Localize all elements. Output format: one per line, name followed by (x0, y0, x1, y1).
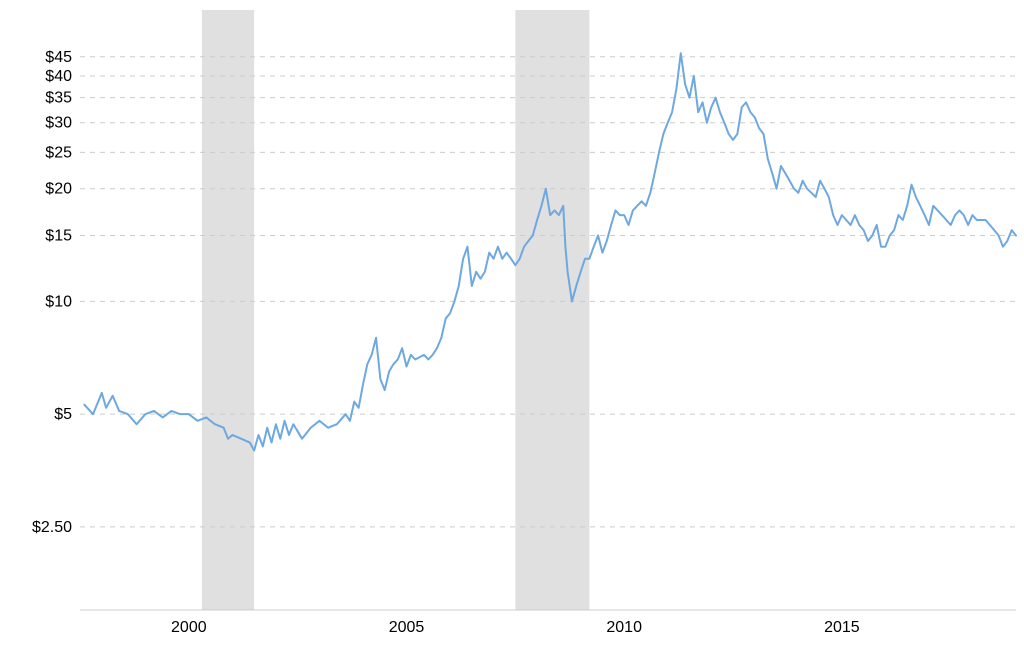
recession-band (202, 10, 254, 610)
y-tick-label: $35 (45, 90, 72, 107)
price-chart: $2.50 $5 $10 $15 $20 $25 $30 $35 $40 $45 2000 2005 2… (0, 0, 1024, 646)
y-tick-label: $5 (54, 406, 72, 423)
y-tick-label: $20 (45, 181, 72, 198)
x-tick-label: 2000 (171, 619, 207, 636)
y-tick-label: $25 (45, 144, 72, 161)
x-tick-label: 2005 (389, 619, 425, 636)
y-tick-label: $2.50 (32, 519, 72, 536)
x-tick-label: 2015 (824, 619, 860, 636)
y-tick-label: $40 (45, 68, 72, 85)
x-tick-label: 2010 (606, 619, 642, 636)
chart-svg: $2.50 $5 $10 $15 $20 $25 $30 $35 $40 $45 2000 2005 2… (0, 0, 1024, 646)
y-tick-label: $10 (45, 293, 72, 310)
recession-band (515, 10, 589, 610)
y-tick-label: $45 (45, 49, 72, 66)
y-tick-label: $15 (45, 227, 72, 244)
y-tick-label: $30 (45, 115, 72, 132)
